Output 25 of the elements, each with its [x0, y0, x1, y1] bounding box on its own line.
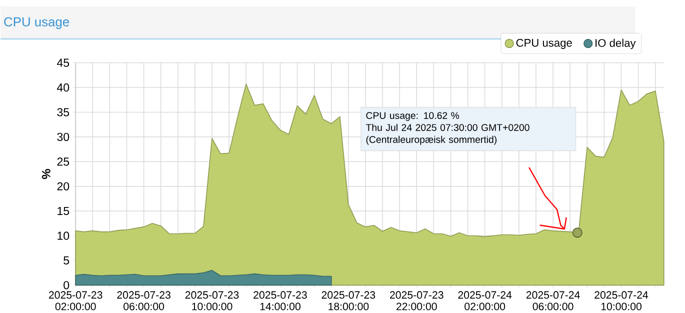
x-tick-label: 2025-07-24 10:00:00 — [594, 291, 648, 310]
legend-label: IO delay — [596, 38, 636, 49]
x-tick-label: 2025-07-24 02:00:00 — [458, 291, 512, 310]
legend-label: CPU usage — [516, 38, 572, 49]
chart-title: CPU usage — [4, 17, 70, 29]
x-tick-label: 2025-07-23 18:00:00 — [322, 291, 376, 310]
y-tick-label: 0 — [64, 280, 70, 290]
y-tick-label: 10 — [58, 232, 70, 240]
annotation: CPU usage: 10.62 % — [366, 112, 460, 121]
y-tick-label: 45 — [56, 58, 70, 67]
y-tick-label: 5 — [64, 256, 70, 264]
y-tick-label: 35 — [57, 108, 70, 116]
x-tick-label: 2025-07-23 06:00:00 — [117, 291, 170, 310]
y-tick-label: 25 — [57, 157, 70, 166]
y-tick-label: 30 — [57, 132, 70, 141]
x-tick-label: 2025-07-23 10:00:00 — [185, 291, 239, 310]
y-tick-label: 40 — [56, 83, 70, 92]
x-tick-label: 2025-07-23 14:00:00 — [254, 291, 307, 310]
y-tick-label: 20 — [57, 182, 70, 190]
y-tick-label: 15 — [58, 206, 70, 215]
x-tick-label: 2025-07-23 22:00:00 — [390, 291, 444, 310]
annotation: Thu Jul 24 2025 07:30:00 GMT+0200 (Centraleuropæisk sommertid) — [366, 124, 530, 145]
x-tick-label: 2025-07-23 02:00:00 — [48, 291, 102, 310]
x-tick-label: 2025-07-24 06:00:00 — [526, 291, 580, 310]
y-axis-title: % — [42, 168, 50, 179]
